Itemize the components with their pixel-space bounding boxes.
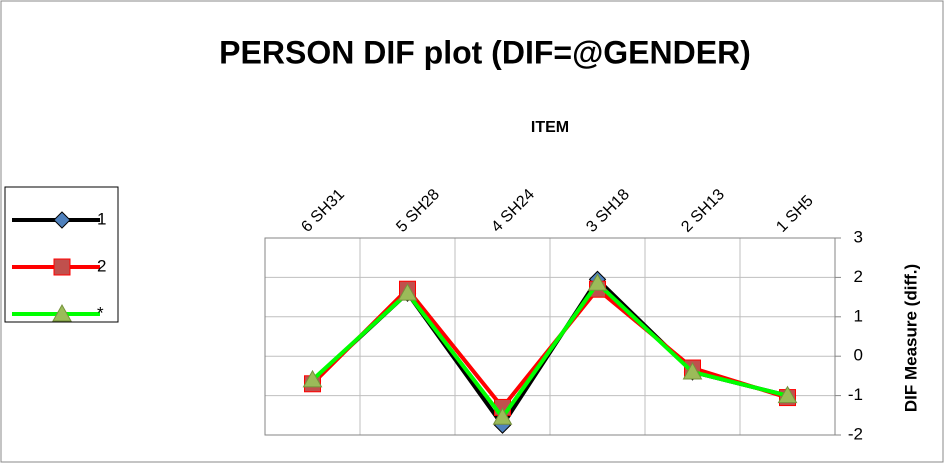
marker [302,369,323,388]
marker [777,385,798,404]
y-axis-title: DIF Measure (diff.) [901,264,920,412]
marker [587,273,608,291]
legend-label: 1 [97,209,106,228]
y-tick-label: -2 [848,424,863,443]
marker [53,211,71,229]
legend-label: * [97,303,104,322]
marker [682,361,703,380]
y-tick-label: -1 [848,385,863,404]
series-line [311,281,788,420]
chart-title: PERSON DIF plot (DIF=@GENDER) [219,34,751,70]
y-tick-label: 2 [854,267,863,286]
y-tick-label: 0 [854,346,863,365]
marker [53,258,71,276]
marker [52,303,72,322]
y-tick-label: 1 [854,306,863,325]
x-axis-title: ITEM [531,119,569,136]
legend-label: 2 [97,256,106,275]
legend [4,186,119,323]
plot-border [264,237,836,436]
y-tick-label: 3 [854,227,863,246]
marker [397,283,418,301]
marker [492,407,513,425]
